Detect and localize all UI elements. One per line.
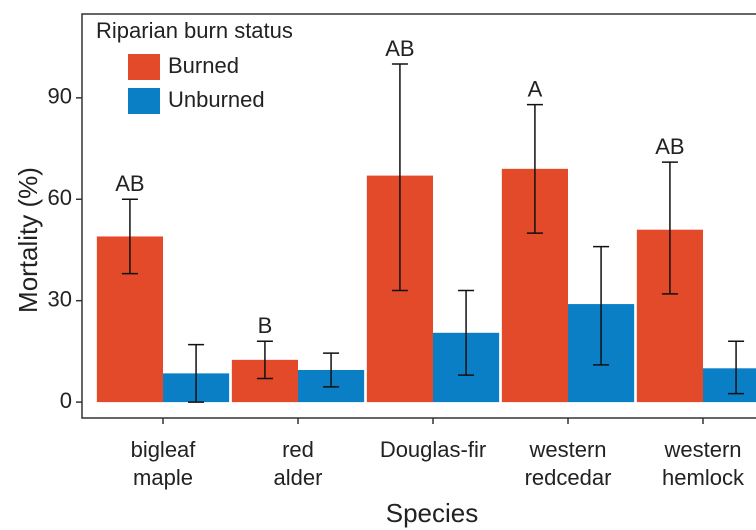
legend-title: Riparian burn status	[96, 18, 293, 43]
x-tick-label: red alder	[273, 437, 323, 490]
x-axis-title: Species	[386, 498, 479, 528]
error-bar	[593, 245, 610, 366]
error-bar	[188, 343, 205, 403]
error-bar	[256, 340, 273, 380]
y-tick-label: 30	[48, 287, 72, 312]
significance-label: A	[528, 76, 543, 101]
y-tick-label: 0	[60, 388, 72, 413]
significance-label: AB	[385, 36, 414, 61]
error-bar	[323, 352, 340, 388]
x-tick-label: western hemlock	[662, 437, 744, 490]
error-bar	[458, 289, 475, 376]
error-bar	[121, 198, 138, 275]
y-tick-label: 90	[48, 84, 72, 109]
y-axis-title: Mortality (%)	[13, 167, 43, 313]
x-tick-label: western redcedar	[524, 437, 612, 490]
error-bar	[391, 63, 408, 292]
legend-label: Unburned	[168, 87, 265, 112]
error-bar	[728, 340, 745, 395]
error-bar	[661, 161, 678, 295]
significance-label: AB	[115, 171, 144, 196]
legend-key	[128, 88, 160, 114]
error-bar	[526, 103, 543, 234]
significance-label: B	[258, 313, 273, 338]
legend-key	[128, 54, 160, 80]
legend-label: Burned	[168, 53, 239, 78]
significance-label: AB	[655, 134, 684, 159]
bar	[703, 368, 756, 403]
y-tick-label: 60	[48, 185, 72, 210]
x-tick-label: Douglas-fir	[379, 437, 487, 462]
x-tick-label: bigleaf maple	[130, 437, 196, 490]
